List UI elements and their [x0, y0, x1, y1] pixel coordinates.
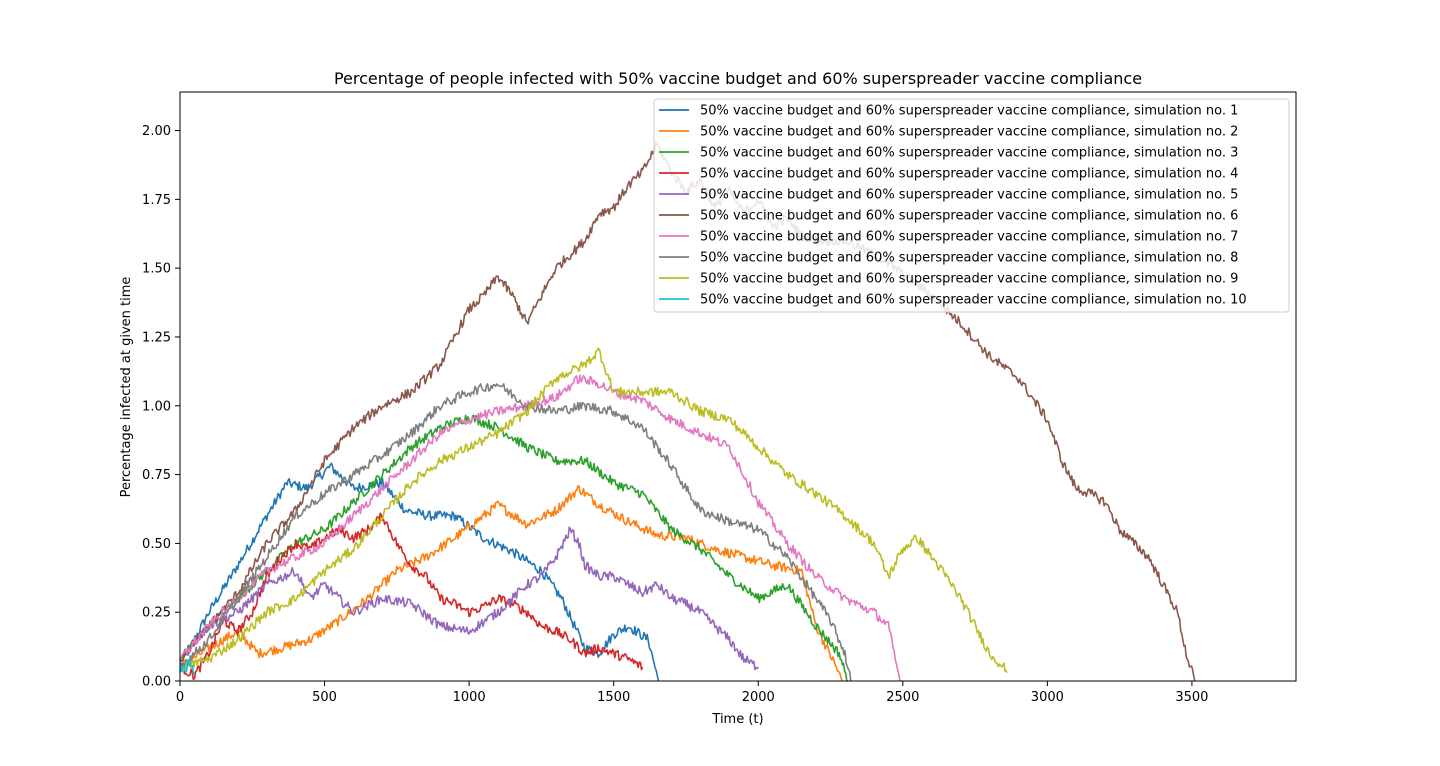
y-tick-label: 2.00 — [142, 124, 171, 139]
legend-entry: 50% vaccine budget and 60% superspreader… — [700, 125, 1238, 140]
x-tick-label: 0 — [176, 690, 184, 705]
legend-entry: 50% vaccine budget and 60% superspreader… — [700, 293, 1247, 308]
series-line-4 — [179, 512, 644, 681]
series-line-10 — [179, 658, 196, 675]
legend-box — [653, 98, 1290, 313]
legend: 50% vaccine budget and 60% superspreader… — [653, 98, 1290, 313]
axes — [179, 91, 1297, 682]
y-tick-label: 0.75 — [142, 468, 171, 483]
x-axis-label: Time (t) — [711, 712, 763, 727]
series-line-7 — [179, 374, 901, 682]
series-line-1 — [179, 462, 660, 682]
x-tick-label: 1500 — [597, 690, 630, 705]
y-tick-label: 1.50 — [142, 262, 171, 277]
y-tick-label: 1.25 — [142, 330, 171, 345]
y-tick-label: 0.50 — [142, 537, 171, 552]
y-tick-label: 1.75 — [142, 193, 171, 208]
y-tick-label: 0.00 — [142, 675, 171, 690]
series-line-3 — [179, 414, 848, 682]
legend-entry: 50% vaccine budget and 60% superspreader… — [700, 188, 1238, 203]
series-line-5 — [179, 526, 759, 671]
legend-entry: 50% vaccine budget and 60% superspreader… — [700, 230, 1238, 245]
series-line-2 — [179, 485, 843, 682]
x-tick-label: 3500 — [1175, 690, 1208, 705]
x-tick-label: 500 — [312, 690, 337, 705]
y-axis-label: Percentage infected at given time — [119, 277, 134, 498]
legend-entry: 50% vaccine budget and 60% superspreader… — [700, 209, 1238, 224]
legend-entry: 50% vaccine budget and 60% superspreader… — [700, 104, 1238, 119]
y-tick-label: 0.25 — [142, 606, 171, 621]
legend-entry: 50% vaccine budget and 60% superspreader… — [700, 251, 1238, 266]
series-line-8 — [179, 383, 852, 682]
legend-entry: 50% vaccine budget and 60% superspreader… — [700, 146, 1238, 161]
legend-entry: 50% vaccine budget and 60% superspreader… — [700, 167, 1238, 182]
x-tick-label: 1000 — [453, 690, 486, 705]
x-tick-label: 3000 — [1031, 690, 1064, 705]
x-tick-label: 2000 — [742, 690, 775, 705]
legend-entry: 50% vaccine budget and 60% superspreader… — [700, 272, 1238, 287]
x-tick-label: 2500 — [886, 690, 919, 705]
series-line-9 — [179, 347, 1008, 674]
chart-title: Percentage of people infected with 50% v… — [334, 69, 1142, 88]
plot-frame — [179, 91, 1297, 682]
ticks: 0 500 1000 1500 2000 2500 3000 3500 0.00 0.25 0.50… — [142, 124, 1208, 705]
y-tick-label: 1.00 — [142, 399, 171, 414]
